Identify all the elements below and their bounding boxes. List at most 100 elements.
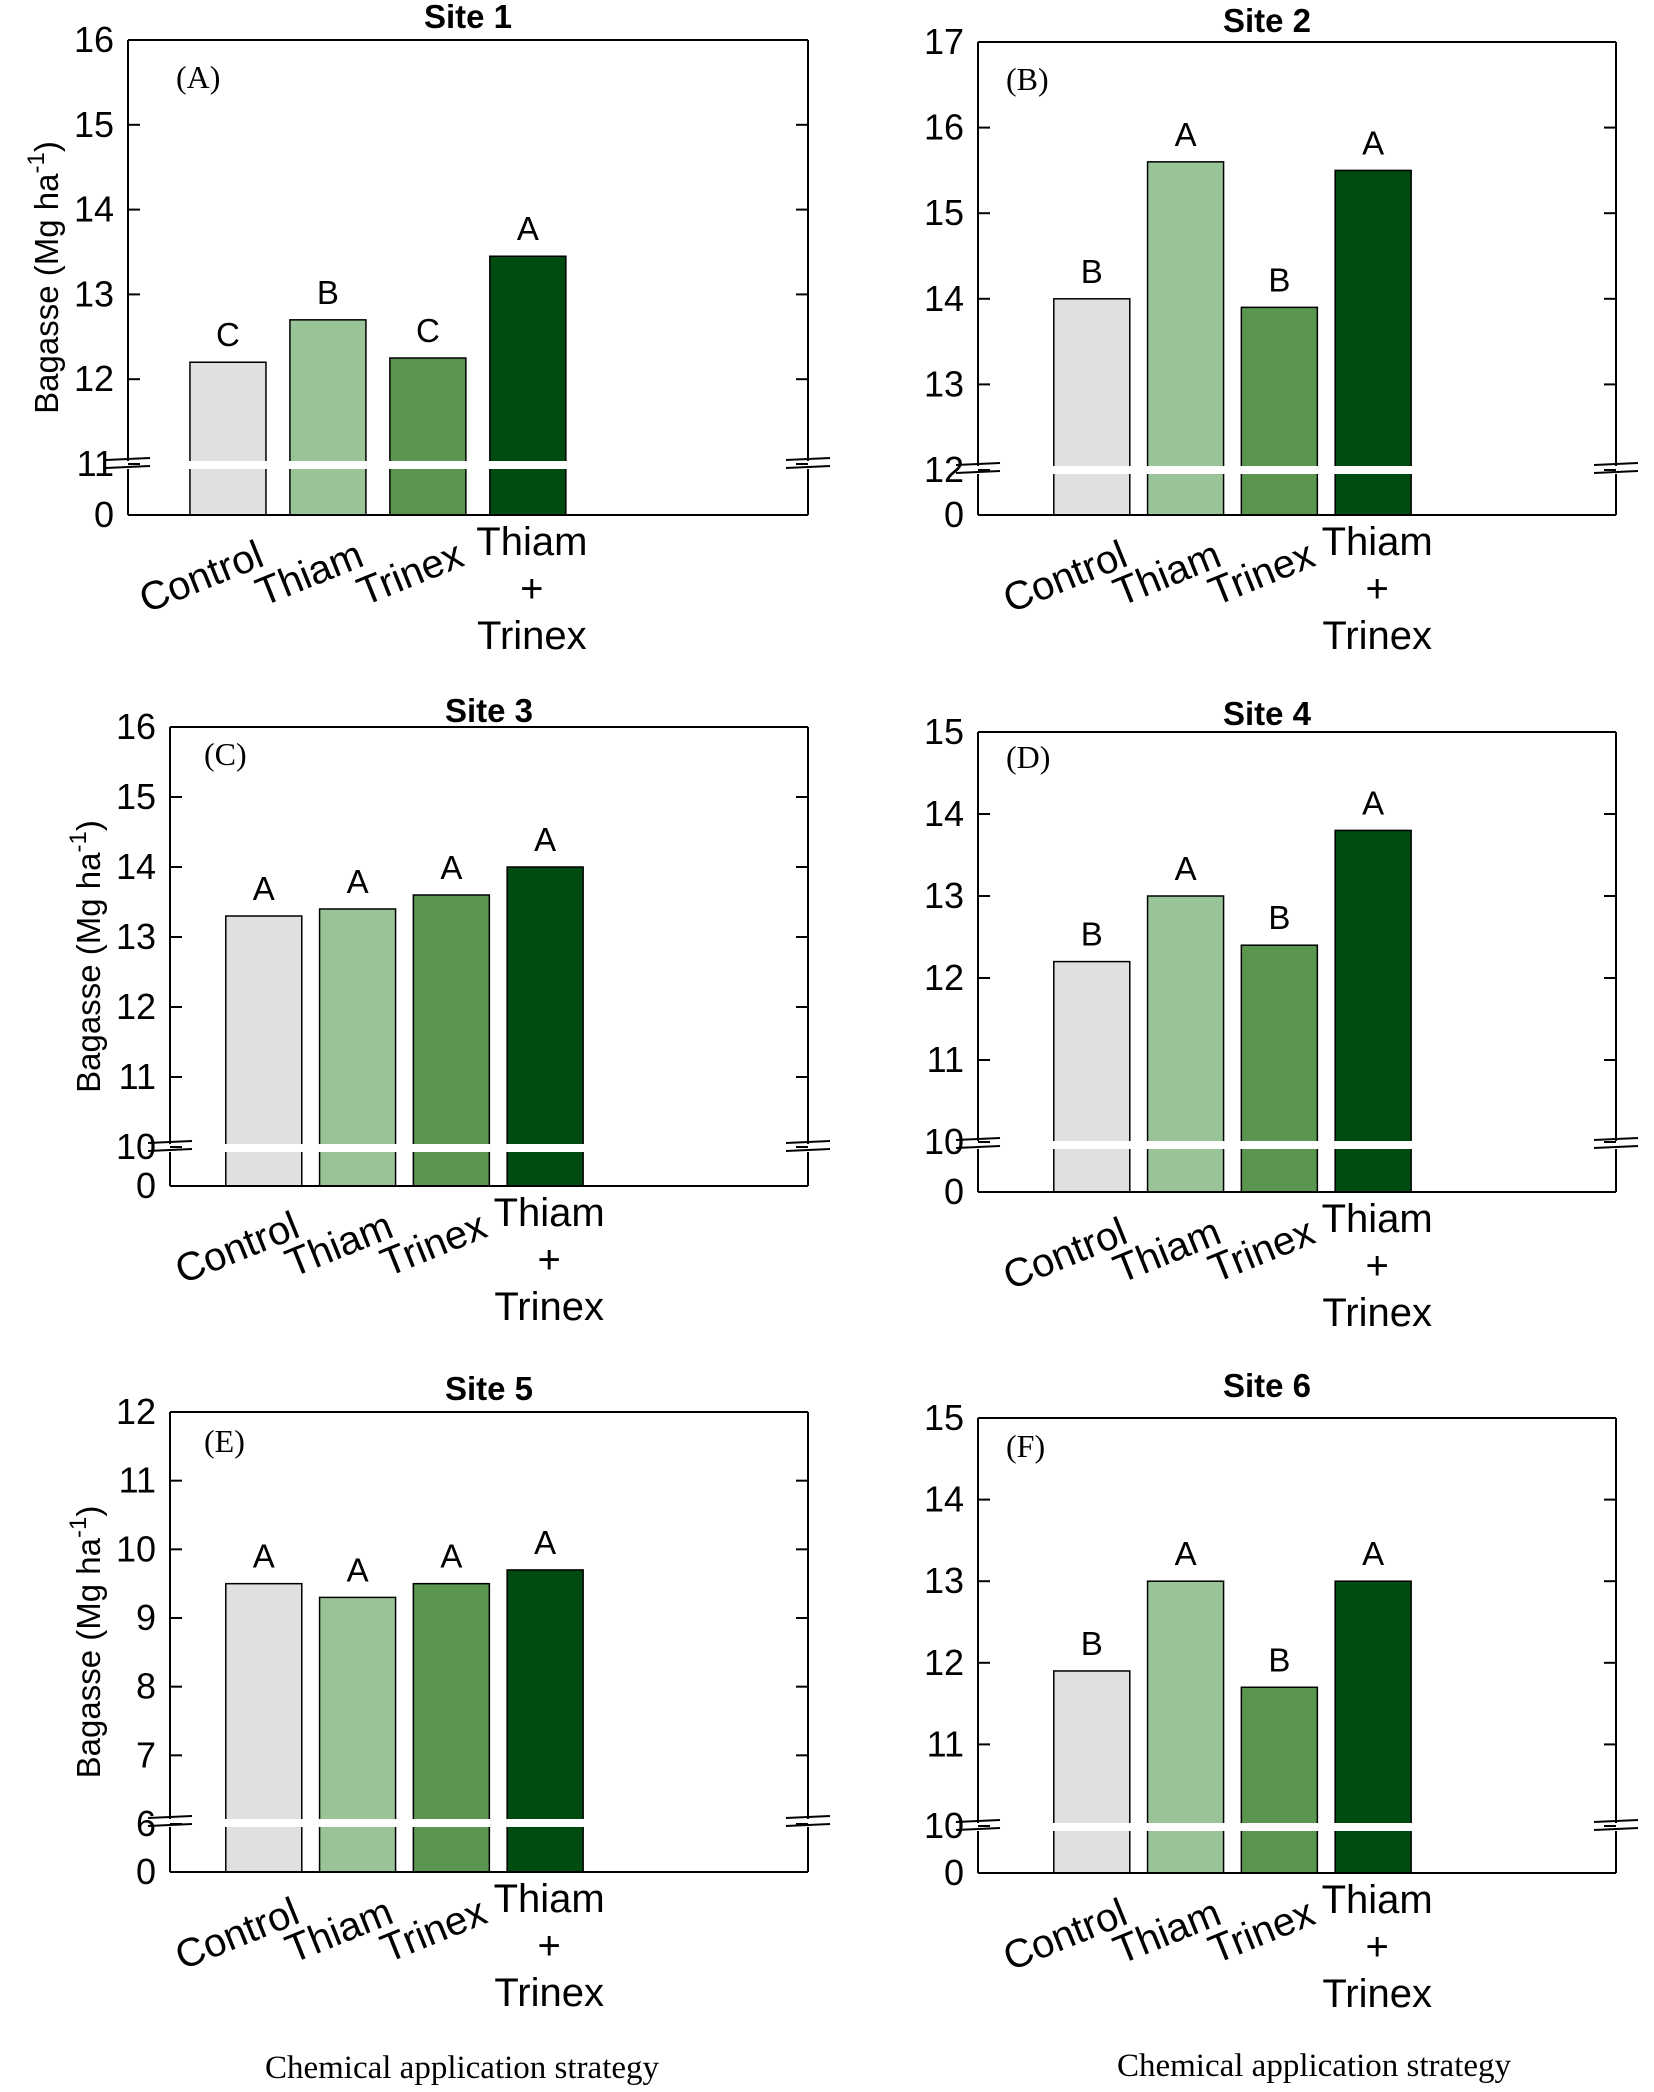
significance-letter: A: [253, 870, 275, 907]
x-category-label: Control: [133, 533, 269, 622]
bar-control: [1053, 1670, 1131, 1874]
axis-break-mark: [785, 1140, 831, 1144]
bar-break-gap: [1240, 1141, 1319, 1149]
y-tick-label: 16: [74, 19, 114, 60]
y-tick-label: 17: [924, 21, 964, 62]
axis-break-mark: [105, 457, 151, 461]
bar-thiam-trinex: [1334, 829, 1412, 1193]
significance-letter: B: [317, 274, 339, 311]
bar-break-gap: [488, 461, 567, 469]
significance-letter: A: [440, 1538, 462, 1575]
y-tick-label: 15: [924, 192, 964, 233]
y-tick-label: 14: [924, 1479, 964, 1520]
x-axis-title-right: Chemical application strategy: [1117, 2048, 1512, 2084]
y-tick-label: 16: [924, 107, 964, 148]
y-tick-label-zero: 0: [94, 494, 114, 535]
panel-title: Site 5: [445, 1370, 533, 1407]
y-tick-label: 15: [924, 1397, 964, 1438]
axis-break-mark: [955, 1137, 1001, 1141]
bar-thiam: [318, 1596, 397, 1873]
x-category-label: Trinex: [1203, 533, 1321, 615]
x-category-label: Thiam: [1322, 1197, 1433, 1241]
bar-break-gap: [1146, 466, 1225, 474]
y-tick-label: 6: [136, 1803, 156, 1844]
significance-letter: A: [1362, 784, 1384, 821]
x-category-label: Trinex: [375, 1204, 493, 1286]
y-tick-label: 10: [924, 1121, 964, 1162]
y-tick-label: 10: [116, 1528, 156, 1569]
bar-break-gap: [288, 461, 367, 469]
y-tick-label: 7: [136, 1734, 156, 1775]
bar-trinex: [1240, 1686, 1319, 1874]
x-category-label-plus: +: [520, 567, 543, 611]
x-category-label: Thiam: [476, 520, 587, 564]
x-category-label: Trinex: [1203, 1891, 1321, 1973]
x-category-label: Thiam: [494, 1877, 605, 1921]
y-tick-label-zero: 0: [944, 494, 964, 535]
significance-letter: C: [416, 312, 440, 349]
significance-letter: A: [347, 863, 369, 900]
axis-break-mark: [1593, 1827, 1639, 1831]
panel-tag: (F): [1006, 1428, 1045, 1464]
x-category-label: Trinex: [494, 1971, 604, 2015]
axis-break-mark: [1593, 470, 1639, 474]
y-axis-label: Bagasse (Mg ha-1): [23, 141, 65, 414]
y-tick-label-zero: 0: [136, 1165, 156, 1206]
significance-letter: A: [1175, 850, 1197, 887]
y-tick-label-zero: 0: [136, 1851, 156, 1892]
bar-control: [225, 915, 303, 1187]
significance-letter: B: [1081, 253, 1103, 290]
x-category-label-plus: +: [537, 1238, 560, 1282]
x-category-label-plus: +: [537, 1924, 560, 1968]
axis-break-mark: [147, 1140, 193, 1144]
panel-a: C B C A 11 12 13 14 15 16 0 Site 1 (A) Bagasse (Mg ha…: [23, 0, 831, 658]
y-axis-label: Bagasse (Mg ha-1): [65, 820, 107, 1093]
bar-break-gap: [1334, 1141, 1413, 1149]
x-category-label: Trinex: [351, 533, 469, 615]
significance-letter: A: [517, 210, 539, 247]
significance-letter: A: [1175, 116, 1197, 153]
bar-break-gap: [388, 461, 467, 469]
bar-thiam: [1146, 161, 1225, 516]
x-category-label-plus: +: [1365, 1925, 1388, 1969]
significance-letter: B: [1268, 899, 1290, 936]
bar-break-gap: [1052, 466, 1131, 474]
bar-break-gap: [224, 1144, 303, 1152]
significance-letter: A: [253, 1538, 275, 1575]
bar-break-gap: [188, 461, 267, 469]
axis-break-mark: [147, 1815, 193, 1819]
axis-break-mark: [955, 1827, 1001, 1831]
axis-break-mark: [105, 465, 151, 469]
y-tick-label: 14: [116, 846, 156, 887]
significance-letter: C: [216, 316, 240, 353]
y-tick-label: 12: [116, 986, 156, 1027]
significance-letter: A: [1175, 1535, 1197, 1572]
bar-trinex: [1240, 306, 1319, 516]
axis-break-mark: [955, 1145, 1001, 1149]
bar-thiam: [318, 908, 397, 1187]
bar-thiam-trinex: [489, 255, 567, 516]
x-category-label-plus: +: [1365, 1244, 1388, 1288]
y-tick-label: 14: [74, 189, 114, 230]
y-tick-label: 15: [116, 776, 156, 817]
y-tick-label: 11: [119, 1460, 156, 1501]
axis-break-mark: [785, 1148, 831, 1152]
x-category-label: Trinex: [1322, 1291, 1432, 1335]
bar-trinex: [1240, 944, 1319, 1193]
bar-break-gap: [412, 1819, 491, 1827]
significance-letter: B: [1081, 1625, 1103, 1662]
bar-control: [1053, 960, 1131, 1193]
significance-letter: A: [1362, 124, 1384, 161]
axis-break-mark: [785, 465, 831, 469]
y-tick-label-zero: 0: [944, 1171, 964, 1212]
axis-break-mark: [955, 1819, 1001, 1823]
panel-e: A A A A 6 7 8 9 10 11 12 0 Site 5 (E) Bagasse (Mg ha-1…: [65, 1370, 831, 2015]
x-category-label: Trinex: [1203, 1210, 1321, 1292]
axis-break-mark: [1593, 462, 1639, 466]
y-tick-label: 14: [924, 278, 964, 319]
x-category-label: Trinex: [1322, 1972, 1432, 2016]
y-tick-label: 10: [924, 1805, 964, 1846]
x-category-label-plus: +: [1365, 567, 1388, 611]
